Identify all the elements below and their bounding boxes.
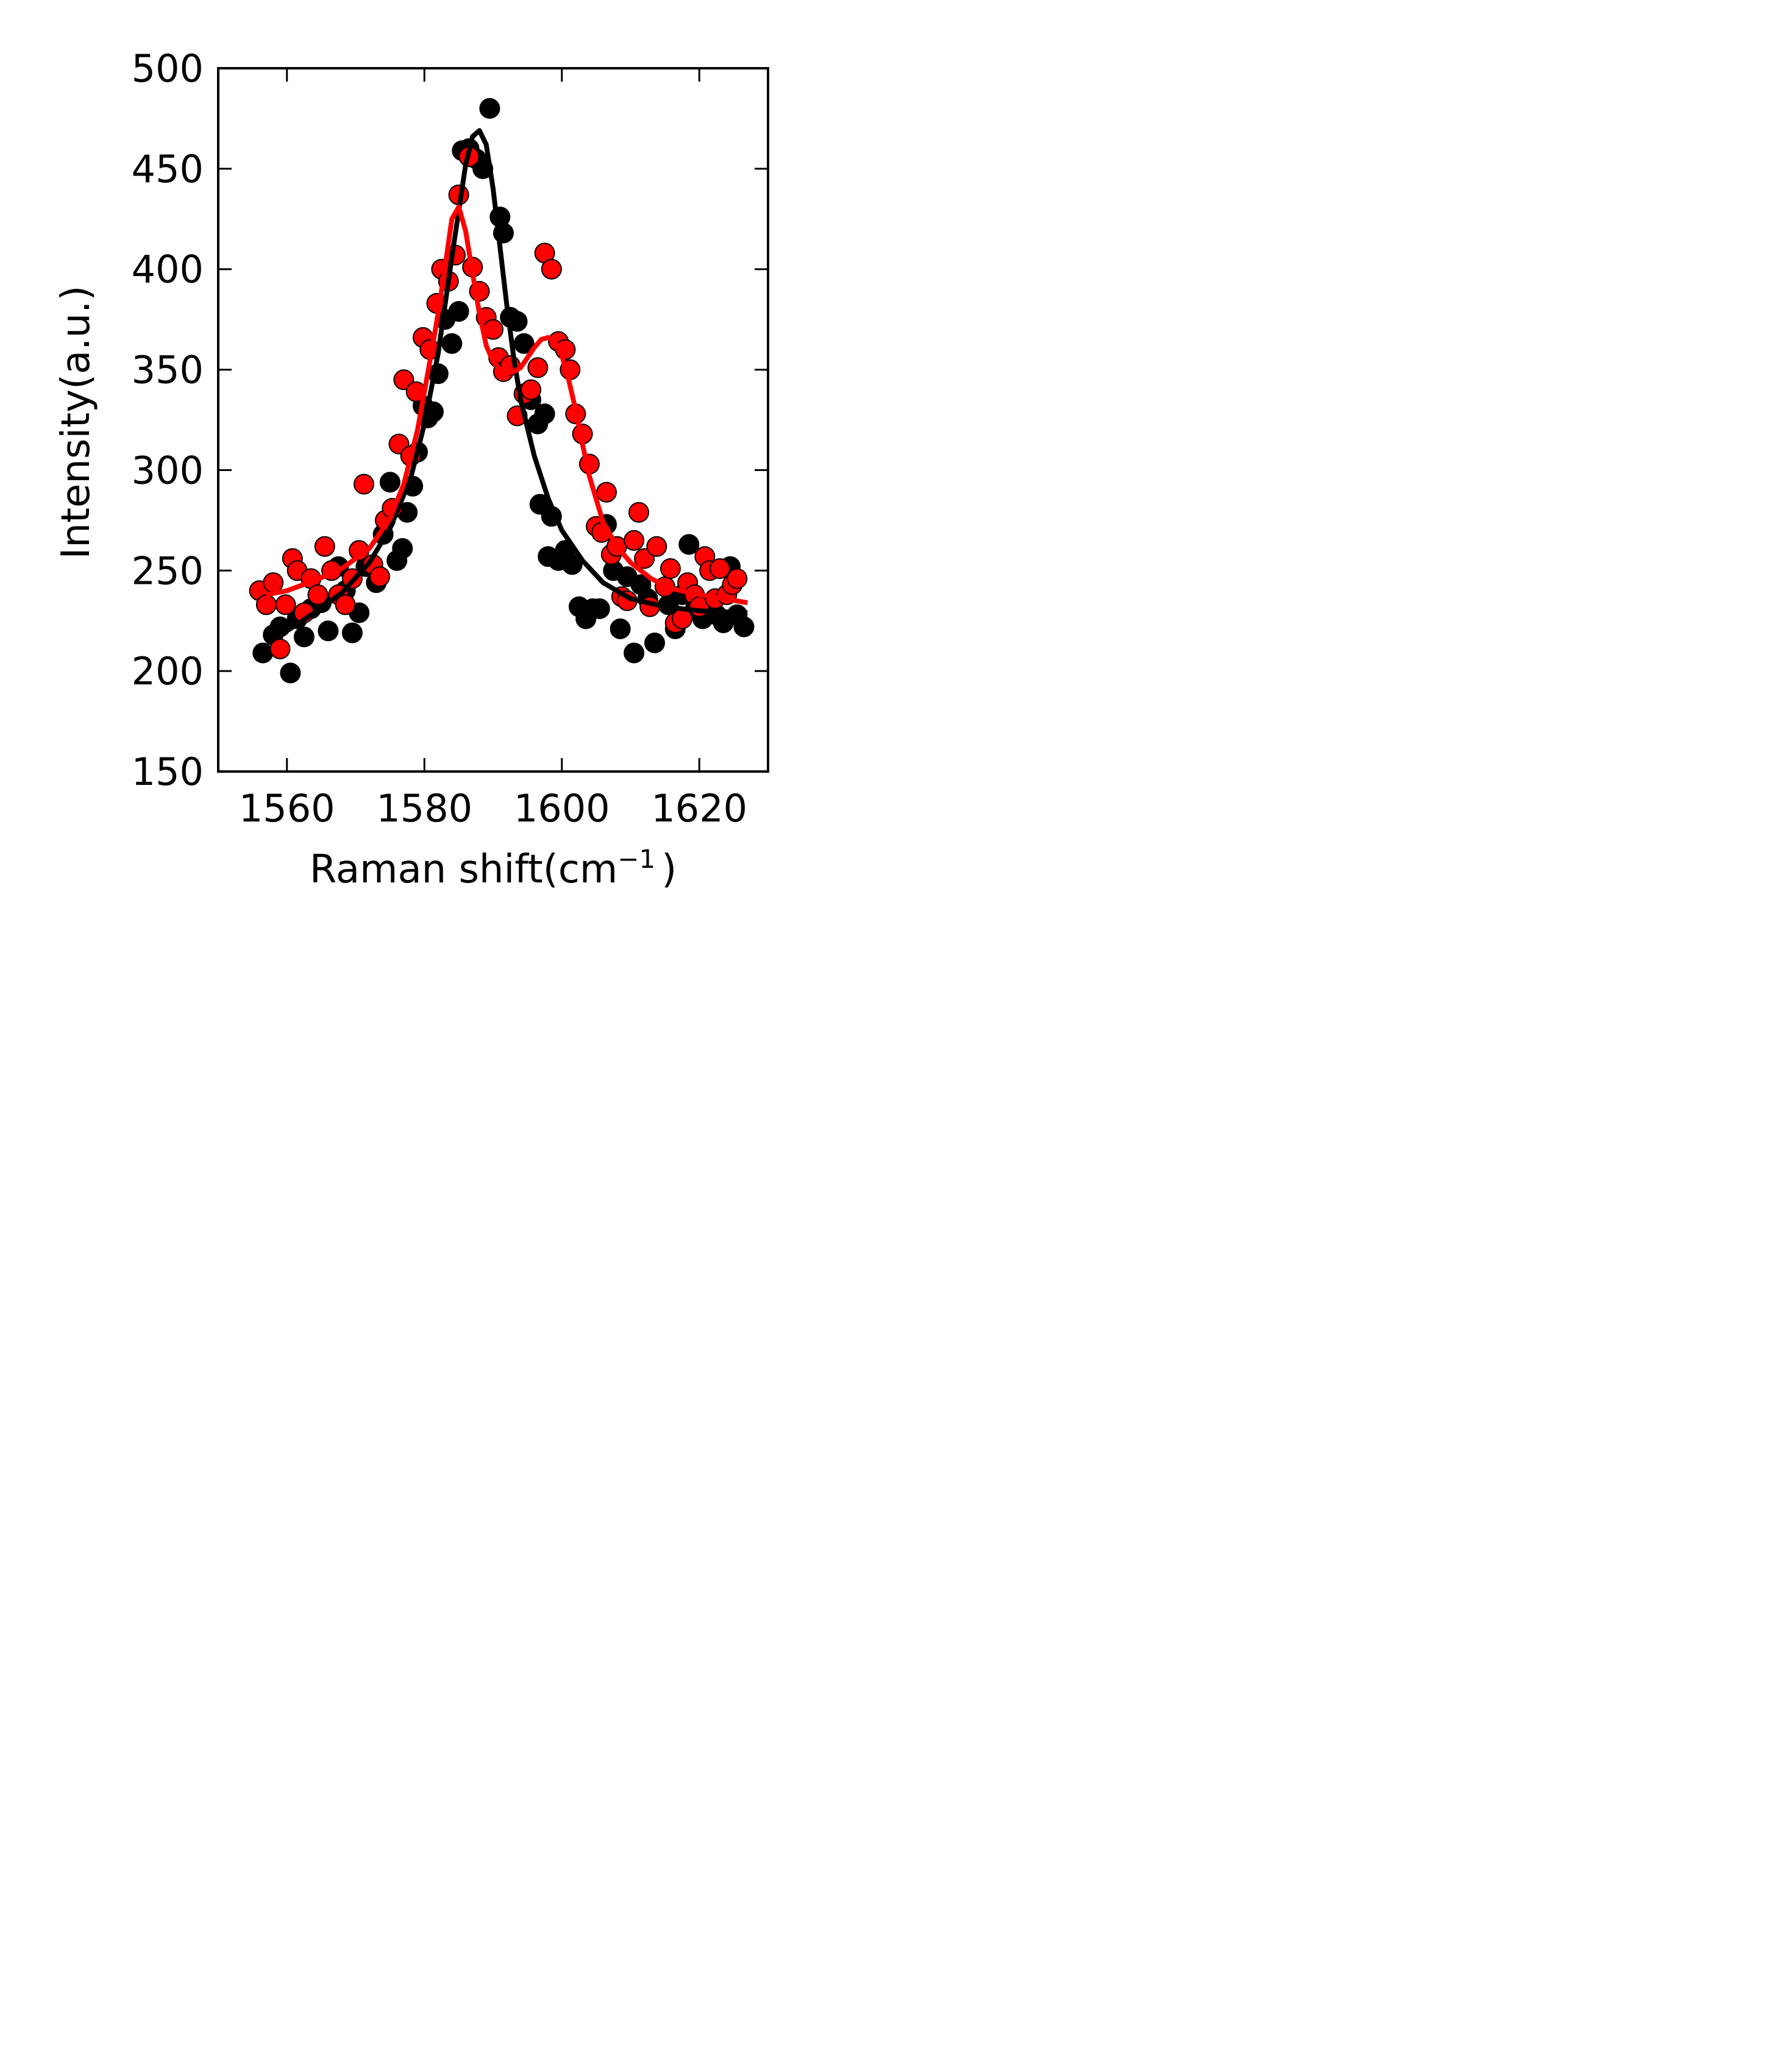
data-point-series-1-65 — [660, 558, 681, 579]
y-tick-label: 450 — [132, 147, 204, 191]
y-tick-label: 300 — [132, 448, 204, 492]
x-tick-label: 1620 — [651, 786, 747, 831]
data-point-series-1-63 — [646, 536, 667, 557]
data-point-series-1-10 — [314, 536, 335, 557]
ticks-layer: 1560 1580 1600 1620 150 200 250 300 350 400 450 500 — [132, 46, 768, 831]
data-point-series-1-1 — [255, 594, 277, 616]
fit-curve-series-1 — [266, 204, 748, 605]
x-axis-label-close: ) — [661, 847, 677, 892]
data-point-series-0-59 — [644, 633, 665, 653]
data-point-series-1-45 — [541, 258, 562, 280]
data-point-series-0-47 — [561, 554, 583, 575]
x-axis-label: Raman shift(cm−1) — [310, 844, 677, 893]
data-point-series-0-54 — [610, 618, 631, 639]
data-point-series-0-11 — [341, 622, 363, 644]
y-tick-label: 250 — [132, 548, 204, 593]
chart-root: 1560 1580 1600 1620 150 200 250 300 350 400 450 500… — [0, 0, 814, 951]
plot-frame — [217, 67, 769, 773]
data-point-series-1-4 — [275, 594, 296, 616]
series-layer — [249, 98, 755, 684]
y-tick-label: 350 — [132, 348, 204, 392]
y-tick-label: 150 — [132, 750, 204, 794]
data-point-series-0-51 — [589, 598, 610, 619]
data-point-series-1-74 — [710, 558, 731, 579]
data-point-series-0-5 — [293, 626, 315, 648]
data-point-series-1-60 — [628, 502, 649, 523]
data-point-series-0-8 — [318, 620, 339, 642]
data-point-series-0-3 — [280, 662, 301, 684]
fit-curve-series-0 — [265, 128, 748, 644]
data-point-series-1-77 — [727, 568, 748, 589]
data-point-series-1-16 — [354, 474, 374, 495]
data-point-series-0-28 — [448, 301, 469, 322]
y-axis-label: Intensity(a.u.) — [54, 286, 99, 559]
data-point-series-0-41 — [534, 403, 555, 425]
data-point-series-0-27 — [441, 333, 463, 354]
data-point-series-0-18 — [392, 538, 413, 559]
data-point-series-1-43 — [527, 357, 549, 378]
data-point-series-0-16 — [379, 472, 400, 493]
data-point-series-1-3 — [269, 638, 291, 659]
data-point-series-0-71 — [733, 616, 755, 637]
data-point-series-1-2 — [263, 572, 284, 594]
data-point-series-1-54 — [596, 481, 617, 503]
data-point-series-1-18 — [369, 566, 390, 587]
x-axis-label-main: Raman shift(cm — [310, 847, 617, 892]
x-tick-label: 1560 — [239, 786, 335, 831]
data-point-series-0-33 — [479, 98, 500, 119]
raman-scatter-chart: 1560 1580 1600 1620 150 200 250 300 350 400 450 500… — [54, 46, 769, 893]
data-point-series-0-0 — [252, 642, 274, 664]
data-point-series-1-9 — [307, 584, 329, 605]
y-tick-label: 200 — [132, 649, 204, 694]
data-point-series-1-42 — [521, 379, 541, 400]
data-point-series-1-59 — [624, 530, 645, 551]
data-point-series-0-63 — [678, 534, 700, 555]
x-tick-label: 1580 — [376, 786, 472, 831]
y-tick-label: 400 — [132, 247, 204, 292]
x-axis-label-sup: −1 — [617, 844, 655, 874]
data-point-series-1-13 — [335, 594, 356, 616]
data-point-series-0-56 — [624, 642, 645, 664]
y-tick-label: 500 — [132, 46, 204, 91]
x-tick-label: 1600 — [514, 786, 610, 831]
